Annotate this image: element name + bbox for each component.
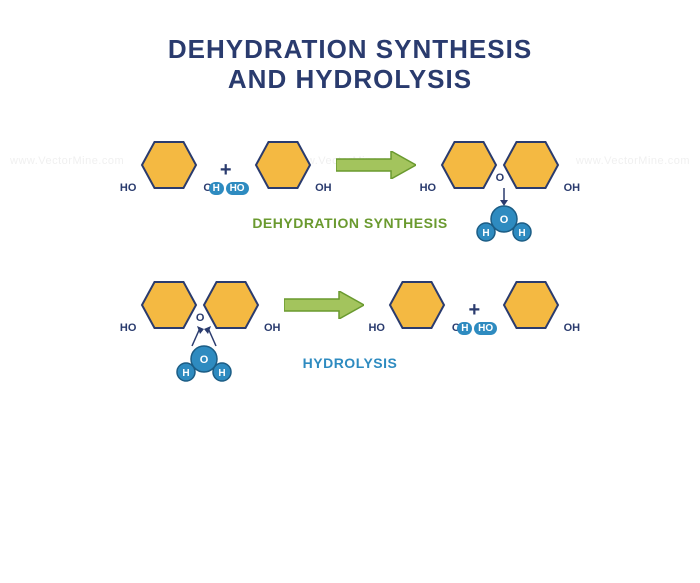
hexagon-icon: HO: [440, 140, 498, 190]
label-HO: HO: [120, 322, 137, 334]
hexagon-icon: HO O H: [140, 140, 198, 190]
dehydration-label: DEHYDRATION SYNTHESIS: [252, 215, 447, 231]
hexagon-icon: OH: [502, 140, 560, 190]
label-OH: OH: [564, 182, 581, 194]
svg-text:O: O: [200, 354, 209, 366]
hexagon-icon: HO O H: [388, 280, 446, 330]
label-HO: HO: [368, 322, 385, 334]
product-monomer-2: HO OH: [502, 280, 560, 330]
highlight-HO: HO: [226, 182, 249, 195]
reactant-dimer: HO O OH O H H: [140, 280, 261, 330]
product-dimer: HO O OH O H H: [440, 140, 561, 190]
water-molecule-icon: O H H: [176, 344, 232, 384]
svg-text:O: O: [499, 214, 508, 226]
highlight-H: H: [209, 182, 224, 195]
reaction-arrow-icon: [336, 151, 416, 179]
title-line-1: DEHYDRATION SYNTHESIS: [0, 35, 700, 65]
product-monomer-1: HO O H: [388, 280, 446, 330]
svg-text:H: H: [518, 228, 525, 239]
hexagon-icon: HO: [140, 280, 198, 330]
label-OH: OH: [264, 322, 281, 334]
diagram-title: DEHYDRATION SYNTHESIS AND HYDROLYSIS: [0, 0, 700, 95]
svg-text:H: H: [182, 368, 189, 379]
hydrolysis-row: HO O OH O H H: [0, 280, 700, 330]
hexagon-icon: OH: [202, 280, 260, 330]
title-line-2: AND HYDROLYSIS: [0, 65, 700, 95]
reactant-monomer-2: HO OH: [254, 140, 312, 190]
label-OH: OH: [315, 182, 332, 194]
hexagon-icon: HO OH: [502, 280, 560, 330]
highlight-H: H: [457, 322, 472, 335]
hydrolysis-label: HYDROLYSIS: [303, 355, 398, 371]
dehydration-row: HO O H + HO OH HO O OH: [0, 140, 700, 190]
label-HO: HO: [120, 182, 137, 194]
label-OH: OH: [564, 322, 581, 334]
hexagon-icon: HO OH: [254, 140, 312, 190]
highlight-HO: HO: [474, 322, 497, 335]
reactant-monomer-1: HO O H: [140, 140, 198, 190]
reaction-arrow-icon: [284, 291, 364, 319]
water-molecule-icon: O H H: [476, 204, 532, 244]
svg-text:H: H: [482, 228, 489, 239]
svg-text:H: H: [218, 368, 225, 379]
label-HO: HO: [420, 182, 437, 194]
